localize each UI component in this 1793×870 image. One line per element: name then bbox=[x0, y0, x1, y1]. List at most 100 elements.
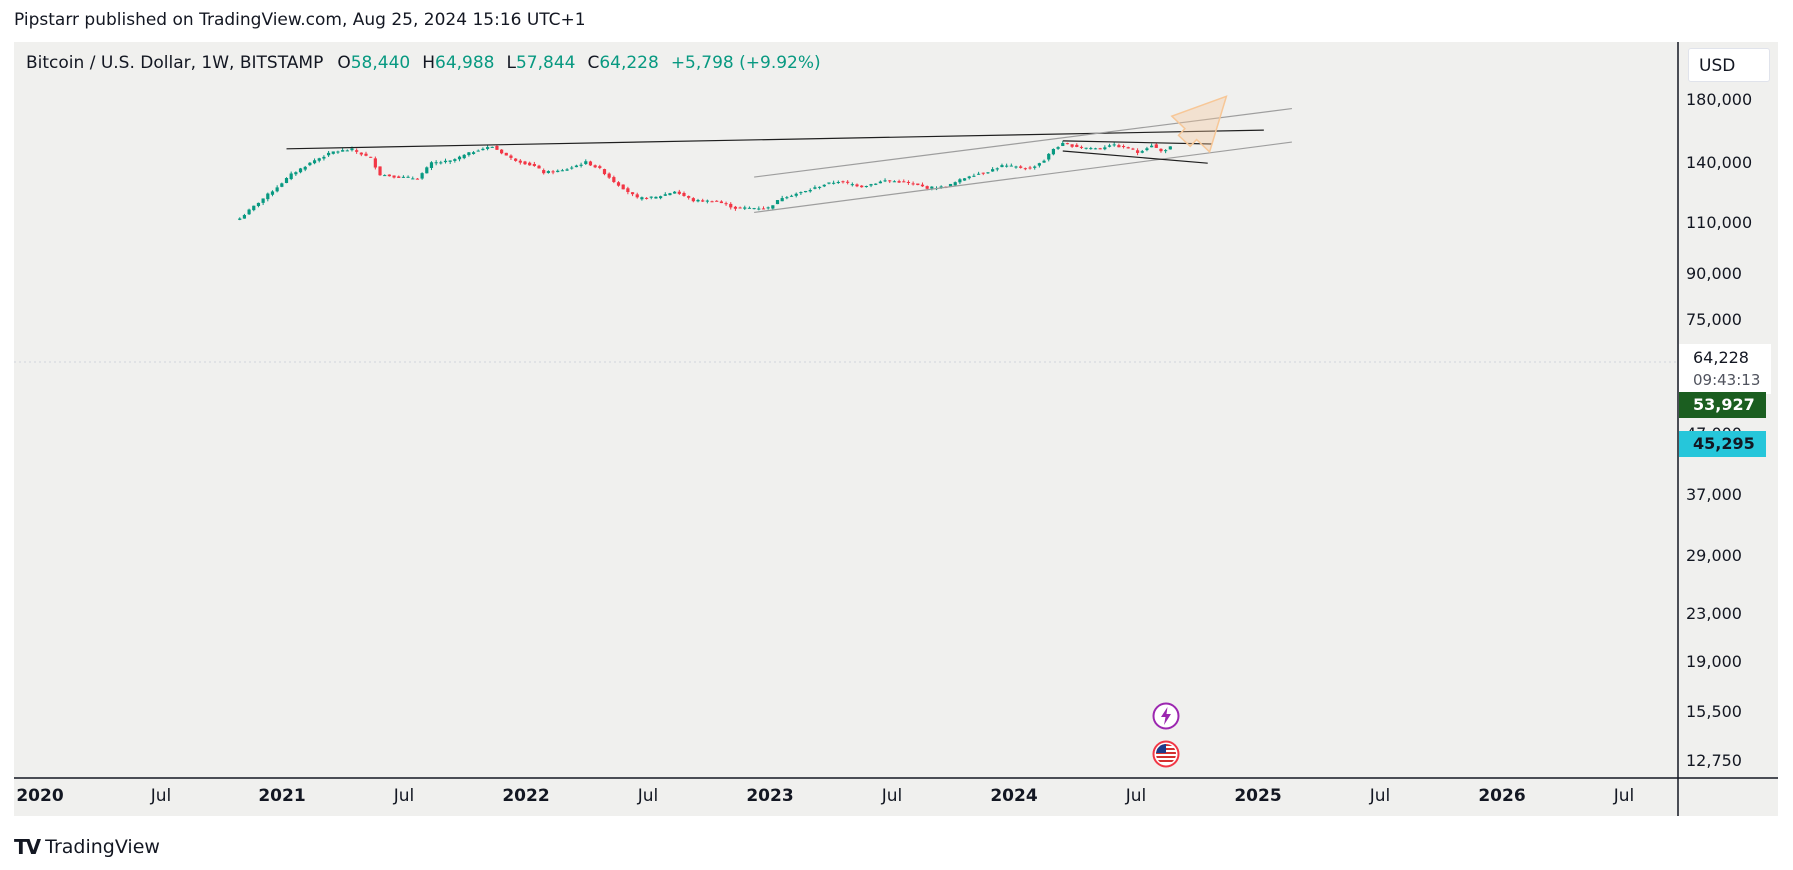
candle bbox=[832, 180, 836, 185]
currency-button[interactable]: USD bbox=[1688, 48, 1770, 82]
candle-body bbox=[1065, 143, 1070, 145]
candle-body bbox=[252, 205, 256, 211]
candle-body bbox=[677, 191, 681, 194]
candle-body bbox=[906, 181, 911, 183]
candle bbox=[878, 180, 882, 184]
candle bbox=[1098, 147, 1102, 150]
candle bbox=[392, 175, 396, 179]
candle-body bbox=[439, 162, 443, 164]
candle-body bbox=[574, 165, 579, 168]
candle-body bbox=[331, 151, 335, 154]
candle bbox=[425, 166, 429, 174]
candle bbox=[359, 152, 363, 157]
candle-body bbox=[850, 184, 854, 186]
candle bbox=[546, 170, 550, 174]
time-scale-label: Jul bbox=[1613, 786, 1635, 806]
candle bbox=[864, 185, 868, 188]
candle bbox=[799, 191, 803, 195]
candle-body bbox=[401, 176, 406, 178]
candle bbox=[467, 151, 471, 157]
brand-name: TradingView bbox=[45, 836, 160, 858]
candle-body bbox=[308, 162, 312, 166]
candle bbox=[607, 172, 611, 179]
candle bbox=[331, 151, 335, 155]
candle bbox=[668, 192, 672, 196]
candle bbox=[1121, 144, 1126, 149]
change-value: +5,798 (+9.92%) bbox=[670, 53, 821, 73]
candle bbox=[846, 180, 850, 185]
candle-body bbox=[705, 200, 709, 202]
candle bbox=[626, 186, 630, 195]
candle bbox=[654, 196, 658, 199]
candle bbox=[967, 175, 971, 180]
candle bbox=[1126, 146, 1130, 149]
lightning-event-icon[interactable] bbox=[1152, 702, 1180, 730]
candle bbox=[532, 161, 536, 167]
chart-pane[interactable] bbox=[14, 42, 1778, 816]
candle-body bbox=[799, 192, 803, 194]
candle bbox=[715, 200, 719, 202]
candle-body bbox=[981, 172, 985, 174]
candle bbox=[556, 169, 560, 173]
candle-body bbox=[1042, 160, 1046, 163]
candle-body bbox=[1126, 147, 1130, 149]
candle-body bbox=[1028, 167, 1032, 169]
symbol-title[interactable]: Bitcoin / U.S. Dollar, 1W, BITSTAMP bbox=[26, 53, 324, 73]
candle bbox=[976, 171, 981, 175]
candle bbox=[481, 147, 485, 151]
candle bbox=[747, 206, 752, 209]
candle bbox=[434, 160, 438, 166]
candle-body bbox=[579, 164, 583, 166]
candle-body bbox=[780, 198, 784, 202]
candle bbox=[1145, 146, 1149, 152]
candle bbox=[1037, 162, 1041, 168]
candle-body bbox=[869, 184, 873, 186]
candle bbox=[906, 180, 911, 185]
time-scale-label: 2026 bbox=[1478, 786, 1526, 806]
candle bbox=[588, 160, 593, 166]
candle bbox=[649, 196, 653, 200]
candle bbox=[397, 175, 401, 178]
candle bbox=[500, 149, 504, 155]
candle-body bbox=[556, 170, 560, 173]
price-scale-label: 15,500 bbox=[1686, 702, 1742, 721]
candle-body bbox=[434, 162, 438, 164]
candle-body bbox=[789, 195, 794, 197]
candle bbox=[612, 175, 616, 184]
candle bbox=[902, 179, 906, 183]
candle-body bbox=[1056, 147, 1060, 149]
candle bbox=[256, 202, 261, 208]
candle bbox=[616, 181, 621, 187]
candle-body bbox=[673, 191, 677, 194]
close-label: C bbox=[587, 53, 600, 73]
candle bbox=[663, 192, 667, 196]
candle bbox=[401, 175, 406, 178]
candle bbox=[598, 164, 602, 170]
candle-body bbox=[733, 206, 738, 209]
candle bbox=[369, 156, 373, 158]
candle-body bbox=[612, 177, 616, 182]
candle-body bbox=[584, 161, 588, 164]
candle bbox=[1051, 148, 1056, 156]
candle-body bbox=[1075, 144, 1079, 147]
candle bbox=[378, 166, 382, 176]
candle-body bbox=[490, 146, 494, 148]
candle bbox=[1070, 144, 1074, 148]
candle-body bbox=[775, 200, 780, 205]
candle-body bbox=[500, 149, 504, 154]
candle-body bbox=[1103, 147, 1107, 150]
candle bbox=[560, 168, 565, 172]
candle bbox=[303, 165, 307, 172]
candle-body bbox=[953, 182, 957, 186]
candle-body bbox=[761, 208, 766, 210]
candle-body bbox=[1061, 143, 1065, 146]
candle bbox=[518, 159, 522, 165]
us-flag-event-icon[interactable] bbox=[1152, 740, 1180, 768]
candle-body bbox=[649, 196, 653, 198]
candle-body bbox=[1089, 148, 1093, 150]
candle bbox=[1000, 163, 1004, 168]
tradingview-logo[interactable]: TV TradingView bbox=[14, 835, 160, 859]
price-scale-label: 19,000 bbox=[1686, 652, 1742, 671]
candle-body bbox=[303, 166, 307, 170]
